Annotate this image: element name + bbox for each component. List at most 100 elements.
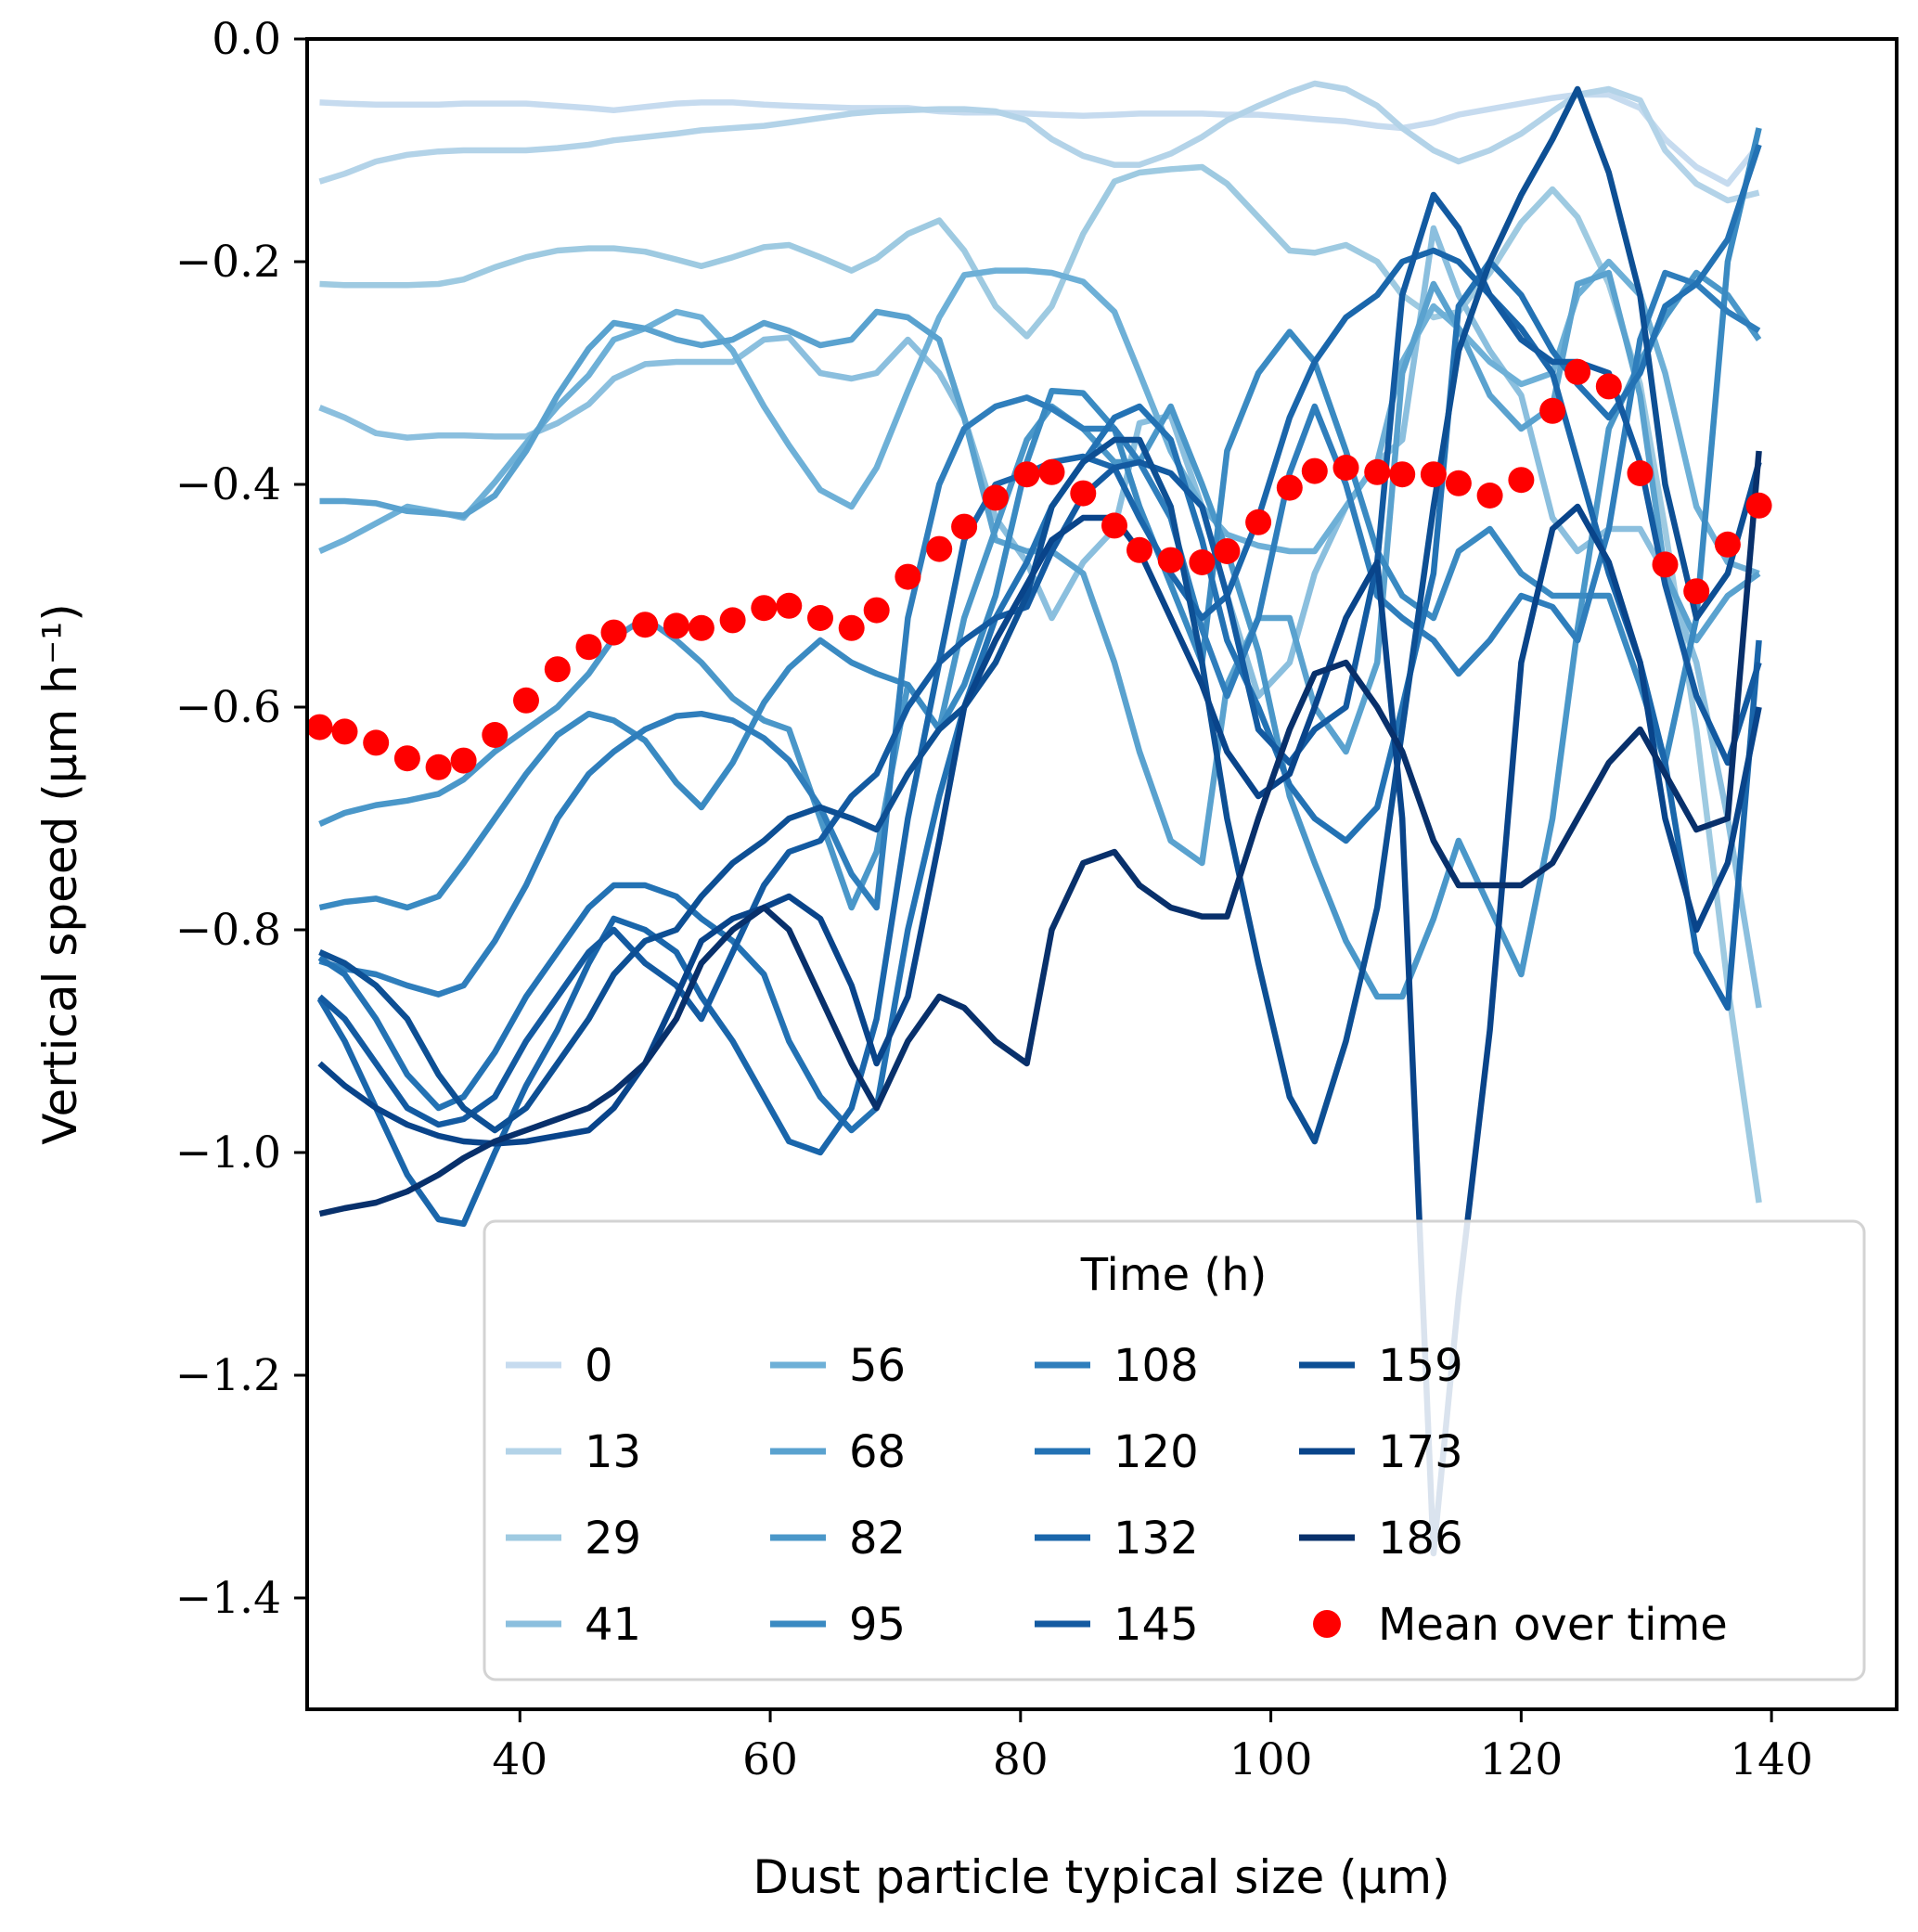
mean-point (1389, 461, 1416, 488)
mean-point (776, 592, 803, 619)
mean-point (951, 513, 978, 540)
mean-point (1595, 373, 1622, 400)
legend-label: 120 (1113, 1426, 1199, 1478)
mean-point (1627, 460, 1654, 486)
mean-point (544, 656, 571, 683)
mean-point (663, 612, 689, 639)
mean-point (1364, 458, 1391, 485)
legend-label: 68 (849, 1426, 906, 1478)
y-tick-label: −1.4 (175, 1573, 281, 1624)
mean-point (688, 614, 714, 641)
mean-point (513, 687, 539, 714)
mean-point (1652, 551, 1679, 578)
legend-title: Time (h) (1080, 1249, 1268, 1301)
mean-point (632, 612, 659, 638)
mean-point (482, 722, 508, 748)
mean-point (393, 745, 420, 772)
legend-label: 56 (849, 1340, 906, 1392)
mean-point (1745, 492, 1772, 519)
mean-point (1013, 461, 1040, 488)
legend-label: 108 (1113, 1340, 1199, 1392)
legend-label: 13 (585, 1426, 641, 1478)
legend-label: 41 (585, 1599, 641, 1651)
mean-point (1564, 358, 1591, 385)
mean-point (751, 595, 778, 622)
mean-point (1214, 538, 1241, 564)
series-line-120 (317, 143, 1762, 1134)
legend-swatch-mean (1313, 1610, 1341, 1638)
mean-point (838, 614, 865, 641)
mean-point (1714, 531, 1741, 558)
mean-point (863, 597, 890, 624)
mean-point (306, 714, 333, 741)
y-tick-label: −0.8 (175, 905, 281, 956)
mean-point (1070, 480, 1097, 507)
x-tick-label: 80 (993, 1734, 1049, 1785)
series-line-13 (318, 80, 1760, 204)
mean-point (982, 484, 1009, 511)
mean-point (895, 563, 921, 590)
series-line-0 (319, 91, 1762, 187)
legend-label: 95 (849, 1599, 906, 1651)
mean-point (1445, 470, 1472, 496)
series-line-173 (317, 503, 1762, 1557)
mean-point (1126, 536, 1152, 563)
legend-label: 173 (1378, 1426, 1463, 1478)
legend-box (483, 1219, 1866, 1681)
mean-point (807, 605, 833, 631)
series-line-95 (318, 127, 1762, 911)
x-tick-label: 40 (492, 1734, 547, 1785)
plot-frame (305, 37, 1899, 1711)
mean-point (450, 747, 477, 774)
y-tick-label: −0.2 (175, 237, 281, 288)
series-line-41 (318, 225, 1762, 1009)
mean-point (1301, 457, 1328, 484)
mean-point (1539, 397, 1566, 424)
legend-label: 82 (849, 1513, 906, 1565)
y-axis-label: Vertical speed (μm h⁻¹) (33, 603, 87, 1145)
x-tick-label: 100 (1229, 1734, 1313, 1785)
legend-label: 186 (1378, 1513, 1463, 1565)
x-tick-label: 140 (1730, 1734, 1813, 1785)
series-layer (316, 80, 1762, 1557)
x-axis-label: Dust particle typical size (μm) (753, 1850, 1449, 1904)
legend: Time (h) 0 13 29 41 56 68 82 95 108 120 132 145 159 1… (483, 1219, 1866, 1681)
legend-label: 132 (1113, 1513, 1199, 1565)
mean-point (1189, 549, 1216, 575)
mean-point (331, 718, 358, 745)
series-line-132 (316, 247, 1762, 1228)
x-tick-label: 120 (1479, 1734, 1563, 1785)
mean-point (1332, 455, 1359, 481)
mean-point (1245, 509, 1272, 535)
mean-point (1420, 461, 1447, 488)
mean-point (600, 619, 627, 646)
legend-label: Mean over time (1378, 1599, 1728, 1651)
series-line-56 (318, 258, 1760, 577)
y-tick-label: −1.0 (175, 1127, 281, 1179)
series-line-159 (318, 85, 1762, 1145)
series-line-82 (318, 269, 1762, 1000)
mean-point (425, 753, 452, 780)
x-tick-label: 60 (742, 1734, 798, 1785)
mean-point (1038, 458, 1065, 485)
legend-label: 29 (585, 1513, 641, 1565)
series-line-108 (318, 269, 1761, 998)
mean-point (575, 634, 602, 661)
mean-point (363, 729, 390, 756)
mean-point (1101, 512, 1127, 539)
legend-label: 159 (1378, 1340, 1463, 1392)
legend-items: 0 13 29 41 56 68 82 95 108 120 132 145 159 173 186 Mean… (506, 1340, 1728, 1651)
y-tick-label: −0.4 (175, 459, 281, 510)
series-line-29 (319, 163, 1762, 1204)
legend-label: 0 (585, 1340, 613, 1392)
mean-point (719, 607, 746, 634)
mean-layer (306, 358, 1772, 780)
series-line-145 (317, 191, 1762, 1128)
y-tick-label: −1.2 (175, 1350, 281, 1401)
mean-point (1476, 483, 1503, 509)
series-line-186 (318, 450, 1762, 1217)
mean-point (1508, 467, 1535, 494)
y-axis: 0.0 −0.2 −0.4 −0.6 −0.8 −1.0 −1.2 −1.4 (175, 14, 307, 1624)
mean-point (926, 535, 953, 562)
